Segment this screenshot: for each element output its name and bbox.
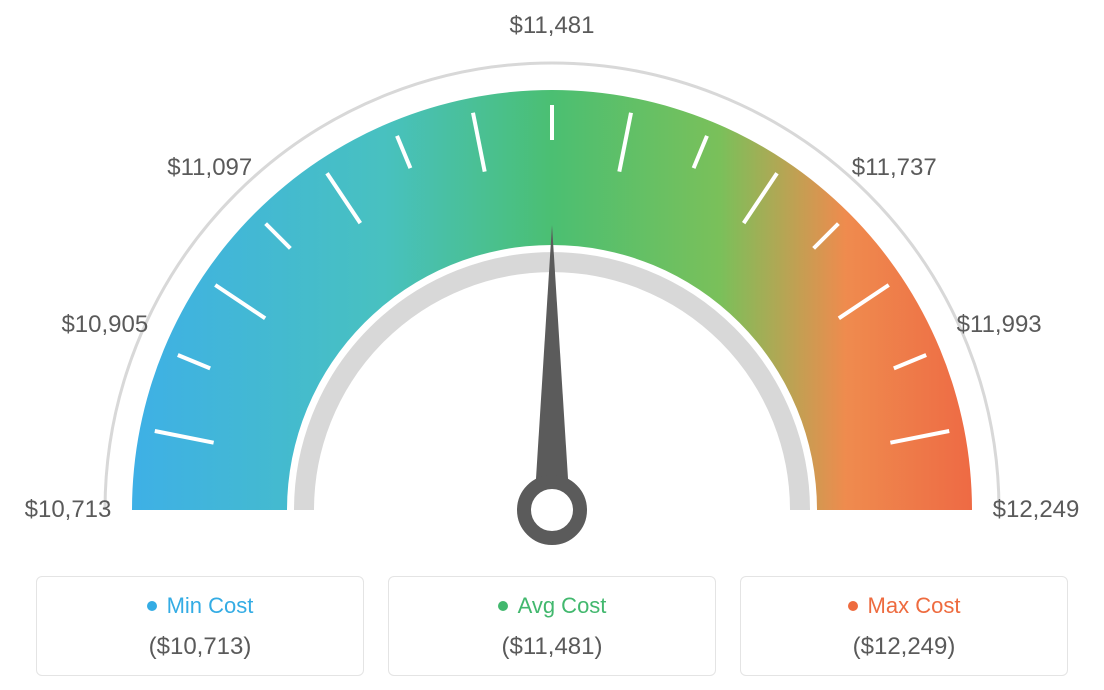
legend-value-avg: ($11,481) <box>399 633 705 661</box>
dot-icon <box>147 601 157 611</box>
gauge-scale-label: $11,481 <box>510 12 595 40</box>
gauge-scale-label: $10,905 <box>61 311 148 339</box>
dot-icon <box>848 601 858 611</box>
dot-icon <box>498 601 508 611</box>
legend-title-text: Max Cost <box>868 593 961 619</box>
cost-gauge-infographic: $10,713 $10,905 $11,097 $11,481 $11,737 $11,9… <box>0 0 1104 690</box>
legend-title-avg: Avg Cost <box>498 593 607 619</box>
gauge-scale-label: $11,993 <box>957 311 1042 339</box>
gauge-scale-label: $11,097 <box>167 154 252 182</box>
legend-value-max: ($12,249) <box>751 633 1057 661</box>
gauge-svg <box>0 0 1104 560</box>
legend-value-min: ($10,713) <box>47 633 353 661</box>
legend-row: Min Cost ($10,713) Avg Cost ($11,481) Ma… <box>0 576 1104 676</box>
legend-title-min: Min Cost <box>147 593 254 619</box>
legend-title-text: Min Cost <box>167 593 254 619</box>
gauge-scale-label: $12,249 <box>993 496 1080 524</box>
legend-title-text: Avg Cost <box>518 593 607 619</box>
gauge-scale-label: $10,713 <box>25 496 112 524</box>
gauge-needle-hub <box>524 482 580 538</box>
legend-title-max: Max Cost <box>848 593 961 619</box>
gauge-scale-label: $11,737 <box>852 154 937 182</box>
legend-card-avg: Avg Cost ($11,481) <box>388 576 716 676</box>
legend-card-max: Max Cost ($12,249) <box>740 576 1068 676</box>
gauge-chart: $10,713 $10,905 $11,097 $11,481 $11,737 $11,9… <box>0 0 1104 560</box>
legend-card-min: Min Cost ($10,713) <box>36 576 364 676</box>
